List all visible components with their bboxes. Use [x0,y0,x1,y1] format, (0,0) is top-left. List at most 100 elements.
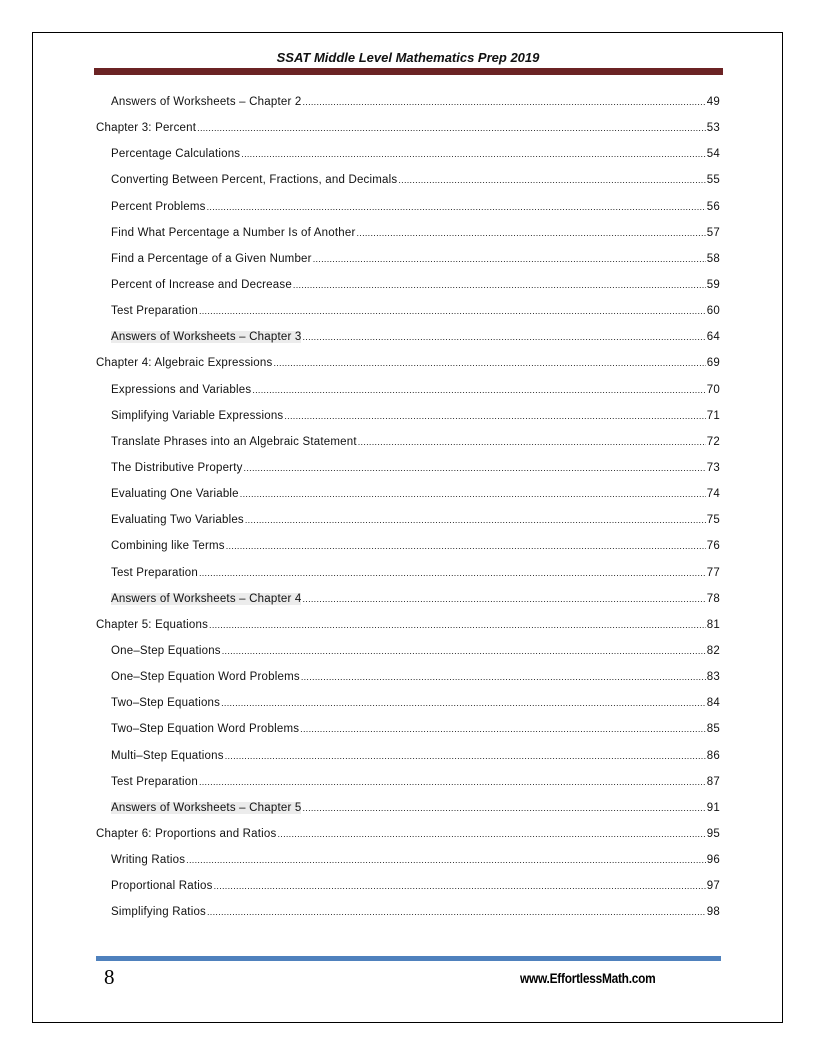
toc-entry-label: Two–Step Equations [111,697,221,710]
toc-section-entry[interactable]: Simplifying Ratios 98 [96,906,720,932]
toc-entry-label: Expressions and Variables [111,383,252,396]
toc-entry-page: 54 [706,148,720,161]
toc-section-entry[interactable]: Expressions and Variables 70 [96,384,720,410]
toc-leader-dots [221,697,706,709]
toc-entry-label: One–Step Equations [111,644,221,657]
toc-section-entry[interactable]: Find a Percentage of a Given Number 58 [96,253,720,279]
toc-entry-page: 58 [706,252,720,265]
toc-section-entry[interactable]: Evaluating Two Variables 75 [96,514,720,540]
toc-section-entry[interactable]: Two–Step Equations 84 [96,697,720,723]
toc-section-entry[interactable]: Combining like Terms 76 [96,540,720,566]
toc-leader-dots [240,488,706,500]
toc-entry-page: 83 [706,671,720,684]
toc-section-entry[interactable]: Two–Step Equation Word Problems 85 [96,723,720,749]
toc-leader-dots [226,540,706,552]
toc-leader-dots [356,227,705,239]
toc-entry-label: Evaluating Two Variables [111,514,244,527]
toc-entry-label: Writing Ratios [111,854,186,867]
toc-entry-label: Answers of Worksheets – Chapter 3 [111,331,302,344]
toc-entry-label: Test Preparation [111,775,198,788]
page-header-title: SSAT Middle Level Mathematics Prep 2019 [276,50,540,65]
toc-section-entry[interactable]: Answers of Worksheets – Chapter 2 49 [96,96,720,122]
page-number: 8 [104,965,115,989]
toc-entry-label: Test Preparation [111,305,198,318]
toc-entry-page: 97 [706,880,720,893]
toc-entry-label: One–Step Equation Word Problems [111,671,300,684]
toc-entry-label: Find a Percentage of a Given Number [111,252,312,265]
toc-chapter-entry[interactable]: Chapter 6: Proportions and Ratios 95 [96,828,720,854]
footer-url[interactable]: www.EffortlessMath.com [520,970,656,986]
toc-entry-label: Answers of Worksheets – Chapter 2 [111,96,302,108]
toc-entry-page: 71 [706,409,720,422]
toc-section-entry[interactable]: Proportional Ratios 97 [96,880,720,906]
toc-section-entry[interactable]: Answers of Worksheets – Chapter 5 91 [96,801,720,828]
toc-entry-page: 78 [706,592,720,605]
toc-entry-label: Proportional Ratios [111,880,213,893]
toc-entry-page: 85 [706,723,720,736]
toc-chapter-entry[interactable]: Chapter 5: Equations 81 [96,619,720,645]
toc-entry-label: Simplifying Variable Expressions [111,409,284,422]
toc-section-entry[interactable]: Answers of Worksheets – Chapter 3 64 [96,331,720,357]
toc-entry-page: 76 [706,540,720,553]
toc-entry-label: Test Preparation [111,566,198,579]
toc-leader-dots [301,671,706,683]
toc-entry-label: Answers of Worksheets – Chapter 5 [111,801,302,814]
toc-entry-page: 60 [706,305,720,318]
toc-entry-label: Chapter 6: Proportions and Ratios [96,827,277,840]
toc-chapter-entry[interactable]: Chapter 3: Percent 53 [96,122,720,148]
toc-entry-label: Percentage Calculations [111,148,241,161]
toc-section-entry[interactable]: Percent Problems 56 [96,201,720,227]
toc-leader-dots [199,776,706,788]
toc-entry-page: 77 [706,566,720,579]
toc-leader-dots [398,174,705,186]
toc-leader-dots [207,906,706,918]
toc-entry-page: 73 [706,461,720,474]
toc-section-entry[interactable]: Converting Between Percent, Fractions, a… [96,174,720,200]
toc-entry-page: 98 [706,906,720,919]
toc-section-entry[interactable]: Writing Ratios 96 [96,854,720,880]
toc-entry-page: 82 [706,644,720,657]
toc-entry-page: 86 [706,749,720,762]
toc-section-entry[interactable]: One–Step Equations 82 [96,645,720,671]
toc-entry-page: 81 [706,618,720,631]
toc-section-entry[interactable]: Evaluating One Variable 74 [96,488,720,514]
toc-leader-dots [199,567,706,579]
toc-entry-label: The Distributive Property [111,461,243,474]
toc-entry-page: 59 [706,278,720,291]
toc-leader-dots [199,305,706,317]
toc-leader-dots [300,723,706,735]
toc-entry-page: 49 [706,96,720,108]
toc-leader-dots [293,279,706,291]
toc-entry-page: 84 [706,697,720,710]
toc-leader-dots [273,357,705,369]
toc-section-entry[interactable]: Translate Phrases into an Algebraic Stat… [96,436,720,462]
toc-section-entry[interactable]: The Distributive Property 73 [96,462,720,488]
toc-section-entry[interactable]: Test Preparation 77 [96,567,720,593]
toc-section-entry[interactable]: One–Step Equation Word Problems 83 [96,671,720,697]
toc-entry-page: 55 [706,174,720,187]
toc-entry-label: Converting Between Percent, Fractions, a… [111,174,398,187]
toc-section-entry[interactable]: Find What Percentage a Number Is of Anot… [96,227,720,253]
toc-entry-label: Percent Problems [111,200,206,213]
toc-section-entry[interactable]: Answers of Worksheets – Chapter 4 78 [96,592,720,619]
toc-section-entry[interactable]: Test Preparation 60 [96,305,720,331]
toc-leader-dots [186,854,706,866]
toc-section-entry[interactable]: Percent of Increase and Decrease 59 [96,279,720,305]
toc-leader-dots [225,750,706,762]
toc-section-entry[interactable]: Percentage Calculations 54 [96,148,720,174]
toc-entry-page: 95 [706,827,720,840]
toc-leader-dots [209,619,706,631]
toc-leader-dots [245,514,706,526]
toc-entry-label: Percent of Increase and Decrease [111,278,292,291]
footer-divider [96,956,721,961]
toc-chapter-entry[interactable]: Chapter 4: Algebraic Expressions 69 [96,357,720,383]
toc-entry-page: 96 [706,854,720,867]
toc-section-entry[interactable]: Simplifying Variable Expressions 71 [96,410,720,436]
toc-entry-label: Chapter 4: Algebraic Expressions [96,357,273,370]
toc-entry-label: Answers of Worksheets – Chapter 4 [111,592,302,605]
toc-section-entry[interactable]: Test Preparation 87 [96,776,720,802]
toc-entry-label: Two–Step Equation Word Problems [111,723,300,736]
toc-section-entry[interactable]: Multi–Step Equations 86 [96,750,720,776]
toc-entry-page: 87 [706,775,720,788]
table-of-contents: Answers of Worksheets – Chapter 2 49 Chapt… [96,96,720,933]
